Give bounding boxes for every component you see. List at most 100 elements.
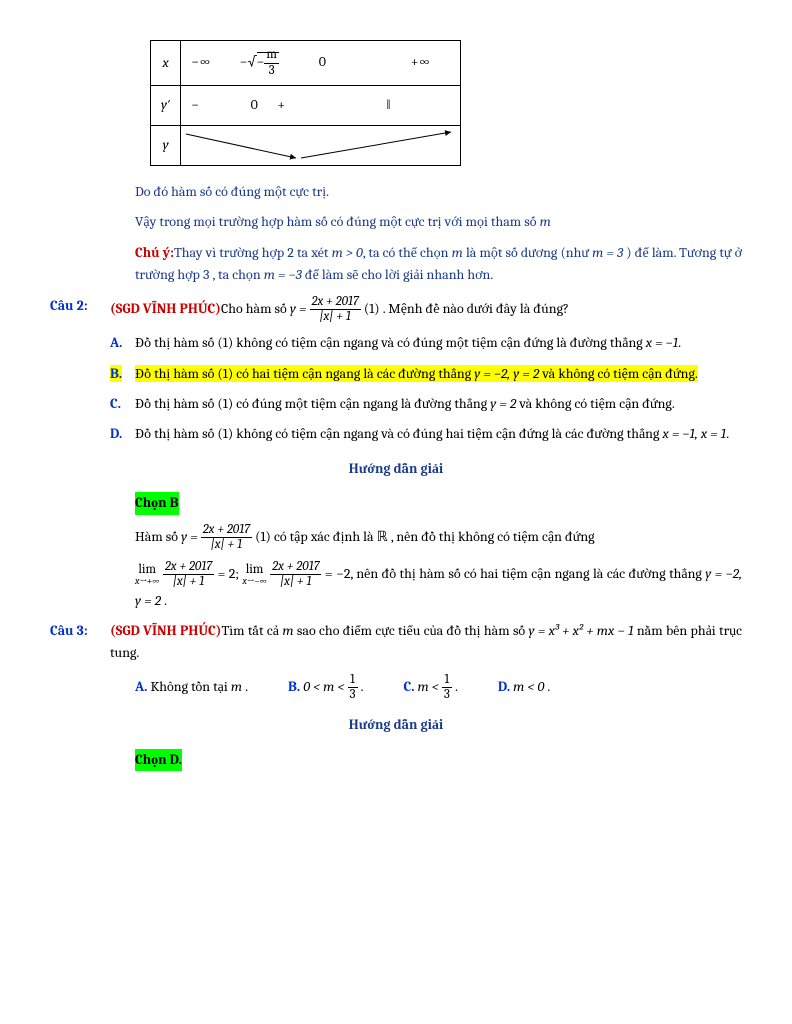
yprime-header: y′ (151, 86, 181, 126)
note-m3: m = 3 (592, 244, 623, 261)
note-mgt0: m > 0 (332, 244, 363, 261)
q3-source: (SGD VĨNH PHÚC) (110, 622, 221, 639)
q2-stem-b: (1) . Mệnh đề nào dưới đây là đúng? (361, 300, 569, 317)
q2-optC: C. Đồ thị hàm số (1) có đúng một tiệm cậ… (50, 393, 742, 415)
note-d: là một số dương (như (463, 244, 592, 261)
sol2-chon: Chọn B (135, 492, 179, 514)
q3-B-a: 0 < m < (303, 678, 347, 695)
q3-A-label: A. (135, 678, 147, 695)
q3-label: Câu 3: (50, 622, 88, 639)
neg-inf: −∞ (191, 51, 221, 73)
sol2-line1: Hàm số y = 2x + 2017|x| + 1 (1) có tập x… (135, 523, 742, 553)
q3-C-a: m < (418, 678, 442, 695)
note-m: m (452, 244, 463, 261)
sign-minus: − (191, 94, 231, 116)
q3-optA: A. Không tồn tại m . (135, 676, 248, 698)
y-row (181, 126, 461, 166)
sol2-num3: 2x + 2017 (270, 560, 321, 575)
q3-D-dot: . (544, 678, 550, 695)
q2-C-a: Đồ thị hàm số (1) có đúng một tiệm cận n… (135, 395, 490, 412)
sol2-l1y: y = (181, 528, 201, 545)
q3-optC: C. m < 13 . (404, 673, 458, 703)
q3-stem: Câu 3: (SGD VĨNH PHÚC)Tìm tất cả m sao c… (50, 620, 742, 665)
sol2-l2b: , nên đồ thị hàm số có hai tiệm cận ngan… (350, 565, 705, 582)
sol2-l1b: (1) có tập xác định là (252, 528, 377, 545)
note-2: 2 (287, 244, 294, 261)
sol3-chon: Chọn D. (135, 749, 182, 771)
q2-D-a: Đồ thị hàm số (1) không có tiệm cận ngan… (135, 425, 663, 442)
q2-num: 2x + 2017 (310, 295, 361, 310)
q3-options: A. Không tồn tại m . B. 0 < m < 13 . C. … (135, 673, 742, 703)
sol2-num2: 2x + 2017 (163, 560, 214, 575)
q2-D-eq: x = −1, x = 1 (663, 425, 727, 442)
sol3-heading: Hướng dẫn giải (50, 714, 742, 736)
sol2-l1a: Hàm số (135, 528, 181, 545)
sol2-den2: |x| + 1 (163, 575, 214, 589)
pre-line2: Vậy trong mọi trường hợp hàm số có đúng … (135, 211, 742, 233)
pre-line2-m: m (540, 213, 551, 230)
sol2-eqm2: = −2 (321, 565, 350, 582)
q3-optB: B. 0 < m < 13 . (288, 673, 364, 703)
q3-C-dot: . (452, 678, 458, 695)
sol2-line2: limx→+∞ 2x + 2017|x| + 1 = 2; limx→−∞ 2x… (135, 560, 742, 612)
q2-A-eq: x = −1 (646, 334, 678, 351)
note-label: Chú ý: (135, 244, 174, 261)
note-a: Thay vì trường hợp (174, 244, 287, 261)
sol2-den1: |x| + 1 (201, 538, 252, 552)
q3-stem-a: Tìm tất cả (221, 622, 282, 639)
note-g: để làm sẽ cho lời giải nhanh hơn. (302, 266, 493, 283)
q3-D-label: D. (498, 678, 510, 695)
q3-C-num: 1 (442, 673, 452, 688)
y-header: y (151, 126, 181, 166)
double-bar: ‖ (300, 94, 390, 116)
q3-B-den: 3 (348, 688, 358, 702)
q2-C-eq: y = 2 (490, 395, 516, 412)
q2-ylhs: y = (290, 300, 310, 317)
sol2-num1: 2x + 2017 (201, 523, 252, 538)
q2-A-a: Đồ thị hàm số (1) không có tiệm cận ngan… (135, 334, 646, 351)
pre-line1: Do đó hàm số có đúng một cực trị. (135, 181, 742, 203)
sol2-heading: Hướng dẫn giải (50, 458, 742, 480)
note-c: , ta có thể chọn (363, 244, 452, 261)
q2-C-b: và không có tiệm cận đứng. (516, 395, 674, 412)
q2-B-label: B. (110, 365, 122, 382)
q2-A-dot: . (678, 334, 681, 351)
q3-B-label: B. (288, 678, 300, 695)
q3-stem-b: sao cho điểm cực tiểu của đồ thị hàm số (294, 622, 529, 639)
note-mneg3: m = −3 (264, 266, 302, 283)
q3-C-den: 3 (442, 688, 452, 702)
x-header: x (151, 41, 181, 86)
q2-den: |x| + 1 (310, 310, 361, 324)
q3-C-label: C. (404, 678, 415, 695)
sign-plus: + (277, 94, 297, 116)
q3-A-dot: . (242, 678, 248, 695)
q3-func: y = x³ + x² + mx − 1 (529, 622, 634, 639)
q2-C-label: C. (110, 395, 121, 412)
q2-label: Câu 2: (50, 297, 88, 314)
q3-D-a: m < 0 (513, 678, 544, 695)
q2-source: (SGD VĨNH PHÚC) (110, 300, 221, 317)
yprime-row: − 0 + ‖ (181, 86, 461, 126)
lim1-bot: x→+∞ (135, 576, 159, 586)
sqrt-expr: −√−m3 (224, 48, 294, 78)
note-f: , ta chọn (209, 266, 263, 283)
variation-table: x −∞ −√−m3 0 +∞ y′ − 0 + ‖ y (150, 40, 742, 166)
q2-D-label: D. (110, 425, 122, 442)
q3-optD: D. m < 0 . (498, 676, 550, 698)
sol2-l2dot: . (161, 592, 167, 609)
q2-optA: A. Đồ thị hàm số (1) không có tiệm cận n… (50, 332, 742, 354)
sol2-R: ℝ (377, 528, 388, 545)
sol2-l1c: , nên đồ thị không có tiệm cận đứng (388, 528, 595, 545)
q2-A-label: A. (110, 334, 122, 351)
note: Chú ý:Thay vì trường hợp 2 ta xét m > 0,… (135, 242, 742, 287)
q2-B-hl: Đồ thị hàm số (1) có hai tiệm cận ngang … (135, 365, 698, 382)
pos-inf: +∞ (350, 51, 430, 73)
arrows-svg (181, 126, 461, 166)
note-b: ta xét (294, 244, 332, 261)
lim2-bot: x→−∞ (242, 576, 266, 586)
q3-A-txt: Không tồn tại (147, 678, 230, 695)
q2-B-b: và không có tiệm cận đứng. (539, 365, 697, 382)
pre-line2-a: Vậy trong mọi trường hợp hàm số có đúng … (135, 213, 540, 230)
q2-optB: B. Đồ thị hàm số (1) có hai tiệm cận nga… (50, 363, 742, 385)
q3-B-dot: . (358, 678, 364, 695)
